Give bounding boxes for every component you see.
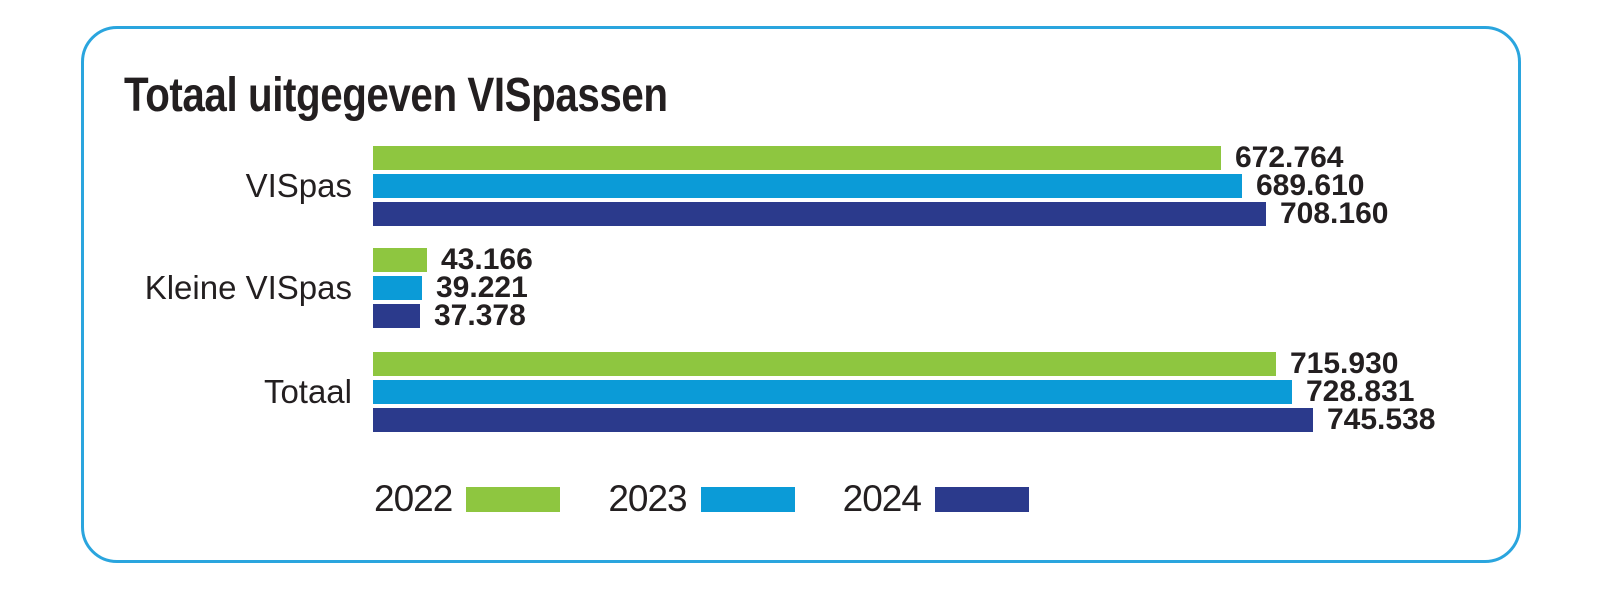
bar-kleine-vispas-2022 — [373, 248, 427, 272]
bar-row: 689.610 — [373, 169, 1388, 202]
bar-totaal-2023 — [373, 380, 1292, 404]
value-label-totaal-2024: 745.538 — [1327, 403, 1436, 436]
chart-title: Totaal uitgegeven VISpassen — [124, 69, 668, 122]
bar-row: 43.166 — [373, 243, 533, 276]
value-label-totaal-2023: 728.831 — [1306, 375, 1415, 408]
legend-label-2022: 2022 — [374, 478, 453, 519]
chart-card — [81, 26, 1521, 563]
category-label-vispas: VISpas — [245, 167, 352, 204]
value-label-kleine-vispas-2022: 43.166 — [441, 243, 533, 276]
bar-group-kleine-vispas: 43.166 39.221 37.378 — [373, 243, 533, 332]
bar-totaal-2022 — [373, 352, 1276, 376]
value-label-vispas-2023: 689.610 — [1256, 169, 1365, 202]
legend-swatch-2024 — [934, 486, 1029, 512]
bar-totaal-2024 — [373, 408, 1313, 432]
bar-kleine-vispas-2023 — [373, 276, 422, 300]
bar-vispas-2023 — [373, 174, 1242, 198]
bar-row: 39.221 — [373, 271, 533, 304]
legend-item-2024: 2024 — [843, 478, 1029, 520]
legend-label-2024: 2024 — [842, 478, 922, 519]
legend-item-2022: 2022 — [374, 478, 561, 520]
bar-group-vispas: 672.764 689.610 708.160 — [373, 141, 1389, 230]
bar-row: 37.378 — [373, 299, 533, 332]
bar-vispas-2022 — [373, 146, 1221, 170]
bar-vispas-2024 — [373, 202, 1266, 226]
bar-row: 715.930 — [373, 347, 1435, 380]
bar-kleine-vispas-2024 — [373, 304, 420, 328]
value-label-vispas-2022: 672.764 — [1235, 141, 1344, 174]
bar-row: 708.160 — [373, 197, 1389, 230]
chart-legend: 2022 2023 2024 — [374, 478, 1029, 520]
legend-swatch-2022 — [466, 486, 561, 512]
value-label-totaal-2022: 715.930 — [1290, 347, 1399, 380]
chart-group-kleine-vispas: Kleine VISpas 43.166 39.221 37.378 — [0, 243, 1610, 332]
legend-item-2023: 2023 — [608, 478, 795, 520]
chart-group-totaal: Totaal 715.930 728.831 745.538 — [0, 347, 1610, 436]
value-label-vispas-2024: 708.160 — [1280, 197, 1389, 230]
category-label-kleine-vispas: Kleine VISpas — [144, 269, 352, 306]
bar-row: 672.764 — [373, 141, 1388, 174]
legend-label-2023: 2023 — [608, 478, 687, 519]
value-label-kleine-vispas-2023: 39.221 — [436, 271, 528, 304]
chart-group-vispas: VISpas 672.764 689.610 708.160 — [0, 141, 1610, 230]
category-label-totaal: Totaal — [263, 373, 352, 410]
bar-row: 728.831 — [373, 375, 1435, 408]
bar-row: 745.538 — [373, 403, 1436, 436]
bar-group-totaal: 715.930 728.831 745.538 — [373, 347, 1436, 436]
legend-swatch-2023 — [700, 486, 795, 512]
value-label-kleine-vispas-2024: 37.378 — [434, 299, 526, 332]
